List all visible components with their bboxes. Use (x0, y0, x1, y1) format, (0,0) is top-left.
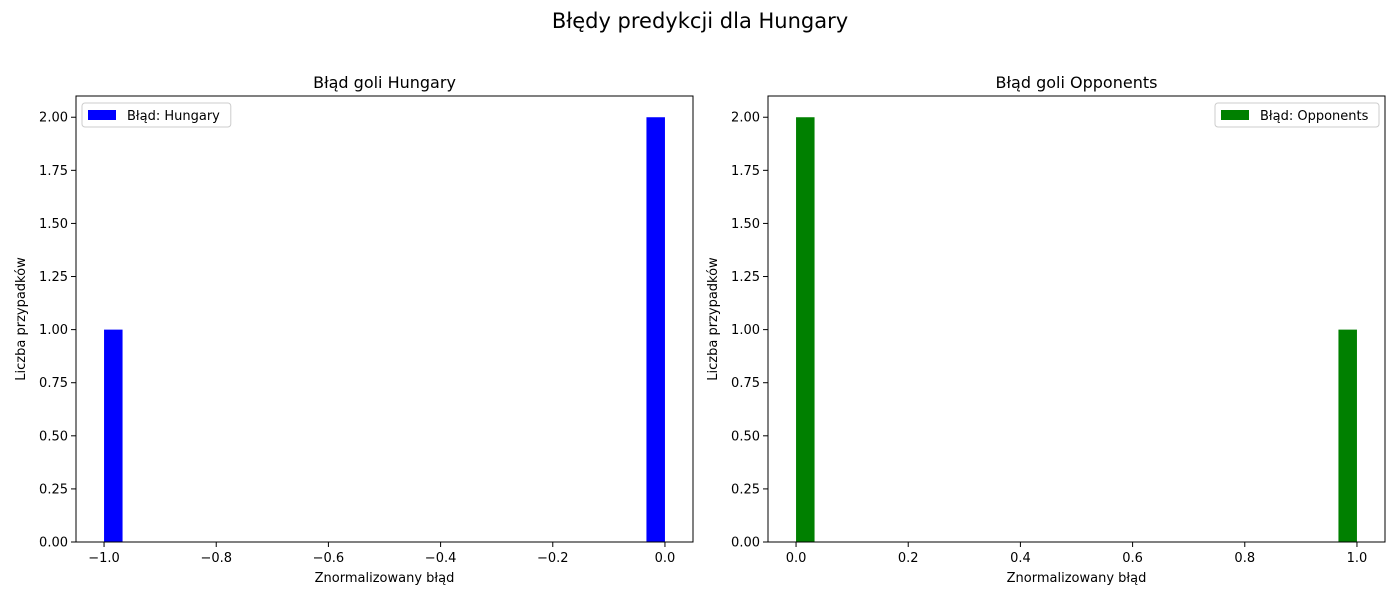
y-tick-label: 0.75 (39, 376, 68, 391)
legend-label: Błąd: Hungary (127, 109, 220, 124)
bar-0 (796, 117, 815, 542)
y-tick-label: 2.00 (39, 111, 68, 126)
bar-1 (1338, 329, 1357, 542)
legend-box (81, 102, 232, 128)
x-tick-label: −0.2 (537, 551, 569, 566)
y-tick-label: 0.25 (39, 482, 68, 497)
plot-frame (767, 95, 1386, 543)
x-tick-label: 0.0 (655, 551, 676, 566)
y-tick-label: 0.75 (731, 376, 760, 391)
y-axis-label: Liczba przypadków (14, 257, 29, 381)
y-tick-label: 0.00 (39, 536, 68, 551)
x-tick-label: 0.2 (898, 551, 919, 566)
y-tick-label: 1.50 (39, 217, 68, 232)
x-tick-label: 1.0 (1347, 551, 1368, 566)
legend-label: Błąd: Opponents (1260, 109, 1369, 124)
legend-box (1214, 102, 1380, 128)
x-axis-label: Znormalizowany błąd (1007, 571, 1147, 586)
x-axis-label: Znormalizowany błąd (315, 571, 455, 586)
x-tick-label: −0.4 (425, 551, 457, 566)
subplot-title: Błąd goli Opponents (996, 73, 1158, 92)
bar-0 (104, 329, 123, 542)
subplot-title: Błąd goli Hungary (313, 73, 456, 92)
subplot-opponents: 0.0 0.2 0.4 0.6 0.8 1.0 0.00 0.25 0.50 0.75 1.00 1.… (706, 73, 1386, 586)
plot-frame (75, 95, 694, 543)
figure-suptitle: Błędy predykcji dla Hungary (552, 9, 848, 33)
x-tick-label: 0.4 (1010, 551, 1031, 566)
y-tick-label: 0.50 (39, 429, 68, 444)
legend-swatch (88, 110, 116, 120)
x-tick-label: 0.0 (786, 551, 807, 566)
x-tick-label: −0.6 (313, 551, 345, 566)
legend-swatch (1221, 110, 1249, 120)
bar-1 (646, 117, 665, 542)
y-tick-label: 0.50 (731, 429, 760, 444)
y-tick-label: 1.75 (39, 164, 68, 179)
x-tick-label: −0.8 (200, 551, 232, 566)
x-tick-label: 0.8 (1234, 551, 1255, 566)
y-tick-label: 2.00 (731, 111, 760, 126)
y-tick-label: 0.25 (731, 482, 760, 497)
legend: Błąd: Opponents (1214, 102, 1380, 128)
y-tick-label: 1.25 (39, 270, 68, 285)
y-axis-label: Liczba przypadków (706, 257, 721, 381)
subplot-hungary: −1.0 −0.8 −0.6 −0.4 −0.2 0.0 0.00 0.25 0.50 0.75 1… (14, 73, 694, 586)
y-tick-label: 1.75 (731, 164, 760, 179)
y-tick-label: 0.00 (731, 536, 760, 551)
y-tick-label: 1.25 (731, 270, 760, 285)
y-tick-label: 1.00 (731, 323, 760, 338)
y-tick-label: 1.50 (731, 217, 760, 232)
y-tick-label: 1.00 (39, 323, 68, 338)
x-tick-label: −1.0 (88, 551, 120, 566)
legend: Błąd: Hungary (81, 102, 232, 128)
x-tick-label: 0.6 (1122, 551, 1143, 566)
